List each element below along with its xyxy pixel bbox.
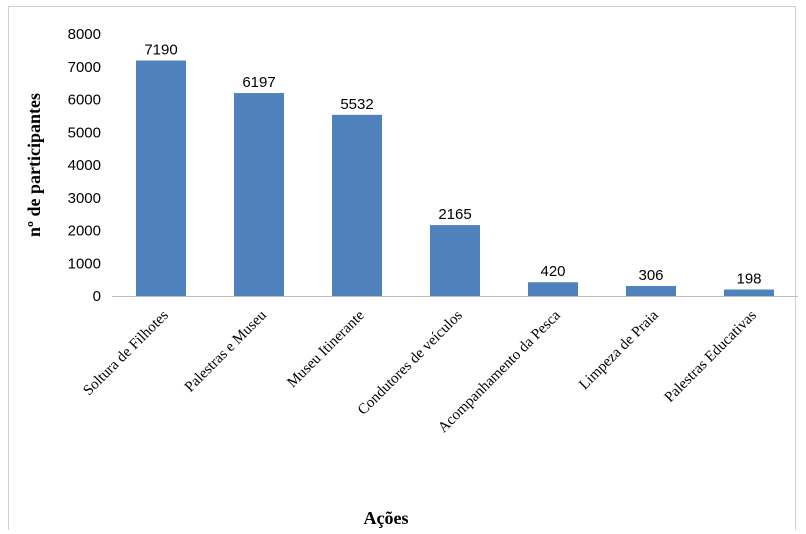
y-tick-label: 1000	[68, 255, 101, 272]
y-tick-label: 7000	[68, 59, 101, 76]
y-tick-label: 8000	[68, 26, 101, 43]
bar	[626, 285, 676, 296]
y-axis-title: nº de participantes	[24, 93, 44, 237]
category-label: Palestras e Museu	[182, 307, 270, 395]
category-label: Palestras Educativas	[662, 307, 760, 405]
y-tick-label: 2000	[68, 223, 101, 240]
x-axis-title: Ações	[364, 508, 409, 528]
data-labels: 7190 6197 5532 2165 420 306 198	[144, 42, 761, 288]
bar	[430, 225, 480, 296]
category-label: Condutores de veículos	[355, 307, 466, 418]
data-label: 306	[638, 267, 663, 284]
bar	[234, 93, 284, 296]
data-label: 198	[736, 271, 761, 288]
category-labels: Soltura de Filhotes Palestras e Museu Muse…	[80, 307, 760, 436]
y-tick-label: 4000	[68, 157, 101, 174]
data-label: 420	[540, 263, 565, 280]
data-label: 6197	[242, 74, 275, 91]
y-axis-ticks: 0 1000 2000 3000 4000 5000 6000 7000 8000	[68, 26, 101, 305]
category-label: Soltura de Filhotes	[80, 307, 172, 399]
y-tick-label: 5000	[68, 124, 101, 141]
y-tick-label: 3000	[68, 190, 101, 207]
y-tick-label: 6000	[68, 92, 101, 109]
bars	[136, 60, 774, 297]
chart-frame	[8, 6, 796, 530]
data-label: 7190	[144, 42, 177, 59]
data-label: 5532	[340, 96, 373, 113]
bar	[528, 282, 578, 296]
y-tick-label: 0	[93, 288, 101, 305]
bar	[724, 289, 774, 296]
bar	[332, 114, 382, 297]
bar	[136, 60, 186, 297]
category-label: Limpeza de Praia	[576, 307, 662, 393]
category-label: Museu Itinerante	[284, 307, 368, 391]
data-label: 2165	[438, 206, 471, 223]
